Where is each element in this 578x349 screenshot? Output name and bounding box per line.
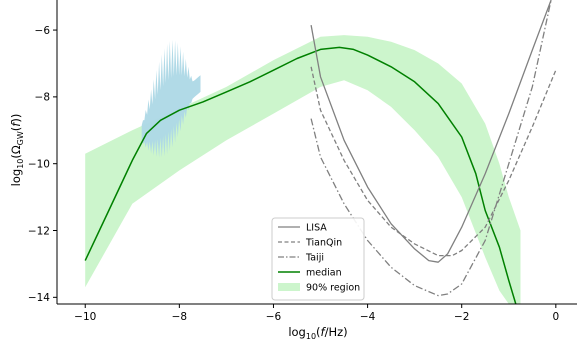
y-tick-label: −12 — [28, 225, 50, 237]
y-tick-label: −8 — [35, 92, 50, 104]
series-line-taiji — [310, 0, 552, 297]
series-line-tianqin — [310, 66, 557, 257]
ticks: −10 −8 −6 −4 −2 0 −14 −12 −10 −8 −6 — [28, 25, 559, 323]
band-90-region — [85, 35, 521, 304]
legend-label-90-region: 90% region — [306, 283, 360, 294]
y-tick-label: −6 — [35, 25, 51, 37]
pta-band — [141, 39, 201, 158]
legend-label-median: median — [306, 268, 342, 279]
series-line-lisa — [310, 0, 552, 263]
legend-frame — [271, 217, 365, 301]
legend-label-taiji: Taiji — [305, 253, 324, 264]
x-axis-label: log10(f/Hz) — [288, 325, 347, 341]
x-tick-label: −8 — [172, 311, 187, 323]
x-tick-label: −10 — [74, 311, 96, 323]
series-line-median — [84, 46, 517, 304]
plot-area — [84, 0, 557, 304]
legend-label-tianqin: TianQin — [305, 238, 342, 249]
x-tick-label: −2 — [454, 311, 469, 323]
x-tick-label: −6 — [266, 311, 282, 323]
y-tick-label: −10 — [28, 158, 50, 170]
legend-swatch-90-region — [278, 283, 300, 291]
legend: LISA TianQin Taiji median 90% region — [271, 217, 365, 301]
axes — [56, 0, 577, 305]
x-tick-label: 0 — [552, 311, 559, 323]
x-tick-label: −4 — [360, 311, 376, 323]
y-tick-label: −14 — [28, 292, 50, 304]
legend-label-lisa: LISA — [306, 223, 327, 234]
y-axis-label: log10(ΩGW(f)) — [9, 114, 25, 187]
